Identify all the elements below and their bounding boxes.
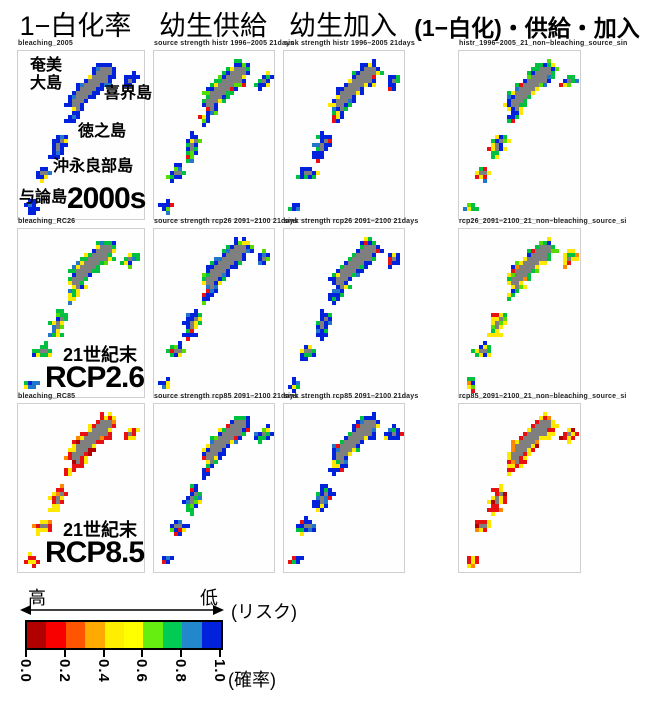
colorbar-segment [143, 622, 163, 648]
island-label-amami: 奄美 大島 [30, 57, 63, 92]
panel-title-hist-source: source strength histr 1996–2005 21days [154, 40, 295, 47]
map-panel-rcp85-bleaching: 21世紀末 RCP8.5 [17, 403, 145, 573]
map-panel-rcp26-bleaching: 21世紀末 RCP2.6 [17, 228, 145, 398]
panel-title-hist-combined: histr_1996–2005_21_non–bleaching_source_… [459, 40, 628, 47]
panel-title-rcp26-bleaching: bleaching_RC26 [18, 218, 76, 225]
map-panel-hist-bleaching: 奄美 大島 喜界島 徳之島 沖永良部島 与論島 2000s [17, 50, 152, 220]
island-label-okinoerabu: 沖永良部島 [53, 158, 134, 175]
probability-axis-label: (確率) [228, 670, 276, 690]
map-panel-rcp26-source [153, 228, 275, 398]
colorbar-tick-label: 0.2 [56, 659, 73, 683]
colorbar-segment [162, 622, 183, 648]
panel-title-rcp85-combined: rcp85_2091–2100_21_non–bleaching_source_… [459, 393, 627, 400]
legend-low-label: 低 [200, 588, 218, 608]
colorbar-segment [46, 622, 66, 648]
map-panel-hist-combined [458, 50, 581, 220]
colorbar-tick-label: 1.0 [211, 659, 228, 683]
colorbar-segment [27, 622, 47, 648]
map-panel-hist-sink [283, 50, 405, 220]
panel-title-rcp26-source: source strength rcp26 2091–2100 21days [154, 218, 298, 225]
colorbar-segment [124, 622, 144, 648]
island-map-canvas [162, 416, 274, 564]
island-map-canvas [467, 412, 579, 568]
colorbar-tick-label: 0.8 [172, 659, 189, 683]
column-header-recruitment: 幼生加入 [289, 11, 397, 41]
panel-title-hist-bleaching: bleaching_2005 [18, 40, 73, 47]
scenario-label-rcp26: RCP2.6 [45, 361, 145, 394]
colorbar-tick-label: 0.0 [17, 659, 34, 683]
colorbar-tick [141, 648, 143, 657]
risk-arrow [20, 603, 224, 617]
era-label-rcp85: 21世紀末 [63, 520, 138, 540]
colorbar-tick [180, 648, 182, 657]
panel-title-rcp85-source: source strength rcp85 2091–2100 21days [154, 393, 298, 400]
column-header-supply: 幼生供給 [159, 11, 267, 41]
colorbar-tick [103, 648, 105, 657]
colorbar-tick-label: 0.4 [95, 659, 112, 683]
era-label-rcp26: 21世紀末 [63, 345, 138, 365]
island-map-canvas [24, 412, 140, 568]
map-panel-rcp26-sink [283, 228, 405, 398]
map-panel-rcp26-combined [458, 228, 581, 398]
island-map-canvas [288, 59, 400, 211]
island-map-canvas [467, 237, 579, 393]
panel-title-rcp26-combined: rcp26_2091–2100_21_non–bleaching_source_… [459, 218, 627, 225]
map-panel-rcp85-combined [458, 403, 581, 573]
risk-axis-label: (リスク) [231, 602, 297, 622]
island-label-kikai: 喜界島 [104, 85, 153, 102]
colorbar-segment [85, 622, 105, 648]
panel-title-hist-sink: sink strength histr 1996–2005 21days [284, 40, 415, 47]
colorbar-tick [64, 648, 66, 657]
island-map-canvas [158, 237, 270, 389]
island-map-canvas [288, 237, 400, 393]
column-header-bleaching: 1−白化率 [19, 11, 132, 41]
legend-high-label: 高 [28, 588, 46, 608]
scenario-label-rcp85: RCP8.5 [45, 536, 145, 569]
panel-title-rcp85-bleaching: bleaching_RC85 [18, 393, 76, 400]
colorbar-segment [104, 622, 125, 648]
scenario-label-2000s: 2000s [67, 182, 146, 215]
island-map-canvas [463, 59, 579, 211]
colorbar-ticks: 0.0 0.2 0.4 0.6 0.8 1.0 [17, 648, 228, 708]
island-map-canvas [24, 241, 140, 389]
colorbar-tick [219, 648, 221, 657]
island-map-canvas [24, 63, 140, 215]
map-panel-hist-source [153, 50, 275, 220]
panel-title-rcp26-sink: sink strength rcp26 2091–2100 21days [284, 218, 419, 225]
island-label-yoron: 与論島 [19, 189, 68, 206]
island-map-canvas [158, 59, 274, 215]
colorbar [25, 620, 223, 650]
island-label-tokunoshima: 徳之島 [78, 123, 127, 140]
column-header-combined: (1−白化)・供給・加入 [414, 15, 640, 41]
colorbar-segment [182, 622, 202, 648]
colorbar-tick [25, 648, 27, 657]
map-panel-rcp85-source [153, 403, 275, 573]
map-panel-rcp85-sink [283, 403, 405, 573]
colorbar-tick-label: 0.6 [133, 659, 150, 683]
island-map-canvas [288, 412, 404, 564]
colorbar-segment [201, 622, 222, 648]
panel-title-rcp85-sink: sink strength rcp85 2091–2100 21days [284, 393, 419, 400]
colorbar-segment [65, 622, 86, 648]
